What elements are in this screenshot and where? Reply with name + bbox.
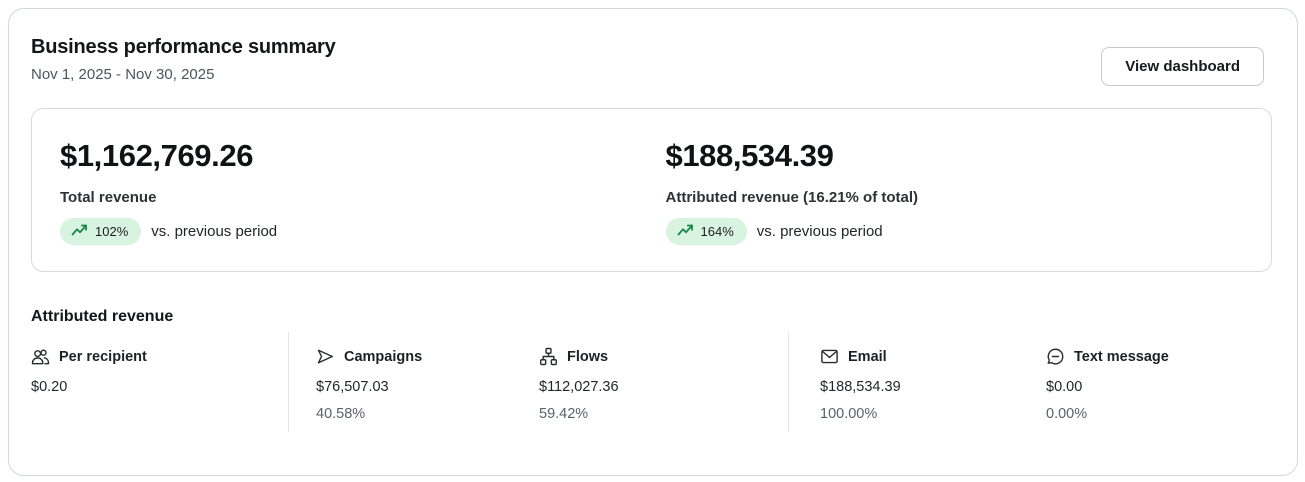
change-percent: 164% xyxy=(700,224,734,239)
stat-header: Per recipient xyxy=(31,347,288,366)
send-icon xyxy=(316,347,335,366)
stat-value: $112,027.36 xyxy=(539,379,619,395)
total-revenue-change-row: 102% vs. previous period xyxy=(60,218,666,245)
email-icon xyxy=(820,347,839,366)
stat-header: Campaigns xyxy=(316,347,539,366)
attributed-revenue-value: $188,534.39 xyxy=(665,138,834,173)
trending-up-icon xyxy=(677,223,694,240)
attributed-revenue-change-row: 164% vs. previous period xyxy=(665,218,1272,245)
total-revenue-metric: $1,162,769.26 Total revenue 102% vs. pre… xyxy=(60,138,666,245)
stat-header: Text message xyxy=(1046,347,1272,366)
stat-percent: 0.00% xyxy=(1046,406,1088,422)
flow-icon xyxy=(539,347,558,366)
stat-header: Flows xyxy=(539,347,788,366)
attributed-revenue-metric: $188,534.39 Attributed revenue (16.21% o… xyxy=(665,138,1272,245)
stat-label: Per recipient xyxy=(59,348,147,365)
total-revenue-value: $1,162,769.26 xyxy=(60,138,254,173)
attributed-revenue-label: Attributed revenue (16.21% of total) xyxy=(665,189,919,206)
stat-per-recipient: Per recipient $0.20 xyxy=(31,332,288,432)
stat-value: $188,534.39 xyxy=(820,379,901,395)
attributed-revenue-section-title: Attributed revenue xyxy=(31,308,174,325)
total-revenue-label: Total revenue xyxy=(60,189,157,206)
text-message-icon xyxy=(1046,347,1065,366)
stat-header: Email xyxy=(820,347,1046,366)
header-text: Business performance summary Nov 1, 2025… xyxy=(31,36,336,83)
stat-label: Campaigns xyxy=(344,348,423,365)
stat-percent: 100.00% xyxy=(820,406,878,422)
comparison-text: vs. previous period xyxy=(151,223,278,240)
stat-label: Flows xyxy=(567,348,609,365)
page-title: Business performance summary xyxy=(31,36,336,58)
stat-campaigns: Campaigns $76,507.03 40.58% xyxy=(288,332,539,432)
recipients-icon xyxy=(31,347,50,366)
header: Business performance summary Nov 1, 2025… xyxy=(9,9,1297,86)
view-dashboard-button[interactable]: View dashboard xyxy=(1101,47,1264,86)
attributed-revenue-breakdown: Per recipient $0.20 Campaigns $76,507.03… xyxy=(31,332,1272,432)
business-performance-summary-card: Business performance summary Nov 1, 2025… xyxy=(8,8,1298,476)
change-percent: 102% xyxy=(95,224,129,239)
total-revenue-change-badge: 102% xyxy=(60,218,142,245)
date-range: Nov 1, 2025 - Nov 30, 2025 xyxy=(31,66,215,83)
stat-percent: 59.42% xyxy=(539,406,589,422)
stat-value: $76,507.03 xyxy=(316,379,389,395)
stat-label: Text message xyxy=(1074,348,1169,365)
stat-percent: 40.58% xyxy=(316,406,366,422)
stat-value: $0.20 xyxy=(31,379,68,395)
stat-flows: Flows $112,027.36 59.42% xyxy=(539,332,788,432)
comparison-text: vs. previous period xyxy=(756,223,883,240)
trending-up-icon xyxy=(71,223,88,240)
stat-value: $0.00 xyxy=(1046,379,1083,395)
stat-text-message: Text message $0.00 0.00% xyxy=(1046,332,1272,432)
attributed-revenue-change-badge: 164% xyxy=(665,218,747,245)
stat-label: Email xyxy=(848,348,887,365)
stat-email: Email $188,534.39 100.00% xyxy=(788,332,1046,432)
revenue-summary-card: $1,162,769.26 Total revenue 102% vs. pre… xyxy=(31,108,1272,272)
